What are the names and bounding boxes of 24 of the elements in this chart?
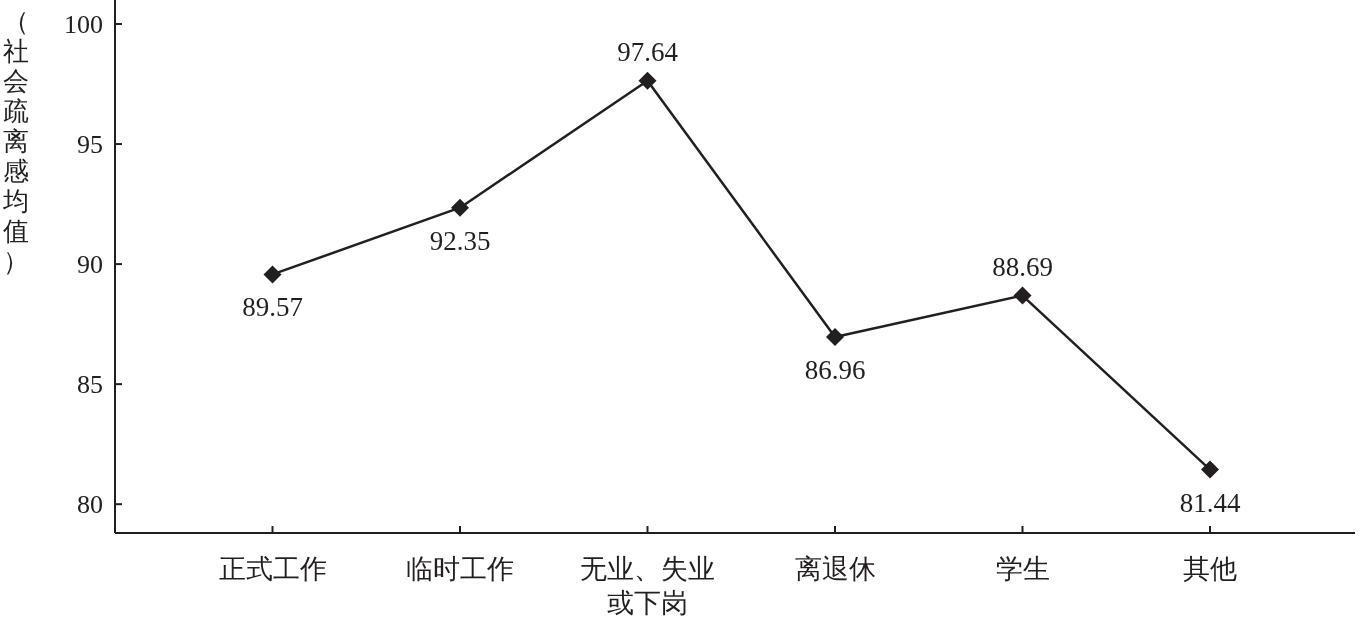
point xyxy=(263,265,282,284)
x-tick-label: 正式工作 xyxy=(218,554,327,584)
point xyxy=(638,71,657,90)
y-tick-label: 80 xyxy=(77,490,103,520)
text: （社会疏离感均值） xyxy=(3,7,29,276)
data-label: 92.35 xyxy=(429,225,491,256)
x-tick-label: 无业、失业或下岗 xyxy=(580,554,715,618)
y-tick-label: 100 xyxy=(64,10,103,40)
data-label: 81.44 xyxy=(1179,487,1241,518)
data-label: 88.69 xyxy=(992,251,1053,282)
point xyxy=(826,328,844,347)
point xyxy=(1013,286,1032,305)
point xyxy=(451,198,469,217)
y-tick-label: 85 xyxy=(77,370,103,400)
data-label: 97.64 xyxy=(617,36,679,67)
data-label: 89.57 xyxy=(242,292,303,323)
x-tick-label: 其他 xyxy=(1183,554,1237,584)
x-tick-label: 临时工作 xyxy=(406,554,514,584)
x-tick-label: 学生 xyxy=(995,554,1050,584)
data-label: 86.96 xyxy=(804,355,866,386)
y-tick-label: 95 xyxy=(77,130,103,160)
x-tick-label: 离退休 xyxy=(794,554,876,584)
point xyxy=(1201,460,1219,479)
y-tick-label: 90 xyxy=(77,250,103,280)
